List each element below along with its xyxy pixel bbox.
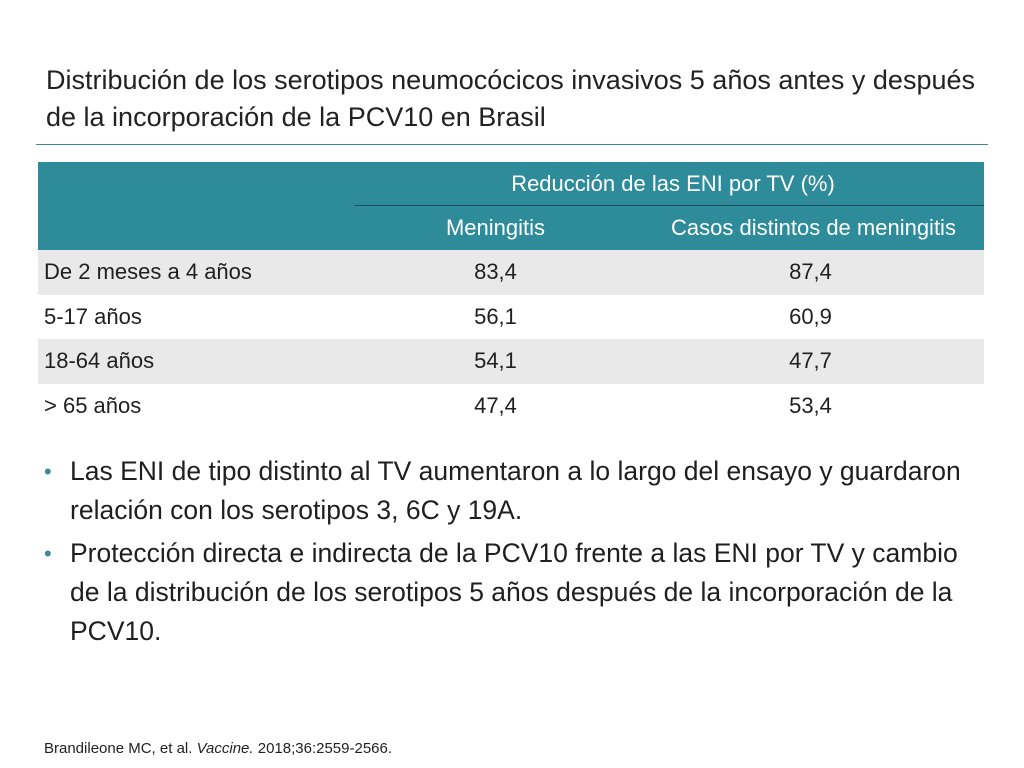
bullet-item: • Protección directa e indirecta de la P… [44, 534, 984, 651]
table-row: 5-17 años 56,1 60,9 [38, 294, 984, 339]
age-group-cell: > 65 años [38, 383, 354, 428]
header-empty-cell [38, 162, 354, 206]
non-meningitis-value: 87,4 [637, 250, 984, 295]
non-meningitis-value: 60,9 [637, 294, 984, 339]
bullet-list: • Las ENI de tipo distinto al TV aumenta… [44, 452, 984, 655]
reference-citation: Brandileone MC, et al. Vaccine. 2018;36:… [44, 740, 392, 757]
group-header: Reducción de las ENI por TV (%) [354, 162, 984, 206]
header-empty-cell [38, 205, 354, 250]
non-meningitis-value: 53,4 [637, 383, 984, 428]
meningitis-value: 56,1 [354, 294, 637, 339]
bullet-item: • Las ENI de tipo distinto al TV aumenta… [44, 452, 984, 530]
table-row: De 2 meses a 4 años 83,4 87,4 [38, 250, 984, 295]
age-group-cell: 5-17 años [38, 294, 354, 339]
bullet-text: Las ENI de tipo distinto al TV aumentaro… [70, 456, 961, 525]
column-header-meningitis: Meningitis [354, 205, 637, 250]
bullet-text: Protección directa e indirecta de la PCV… [70, 538, 958, 646]
meningitis-value: 54,1 [354, 339, 637, 384]
meningitis-value: 83,4 [354, 250, 637, 295]
age-group-cell: De 2 meses a 4 años [38, 250, 354, 295]
title-divider [36, 144, 988, 145]
bullet-dot-icon: • [44, 541, 52, 566]
table-row: 18-64 años 54,1 47,7 [38, 339, 984, 384]
age-group-cell: 18-64 años [38, 339, 354, 384]
bullet-dot-icon: • [44, 459, 52, 484]
reference-details: 2018;36:2559-2566. [253, 740, 393, 757]
reference-journal: Vaccine. [196, 740, 254, 757]
reference-authors: Brandileone MC, et al. [44, 740, 197, 757]
reduction-table: Reducción de las ENI por TV (%) Meningit… [38, 162, 984, 428]
table-row: > 65 años 47,4 53,4 [38, 383, 984, 428]
meningitis-value: 47,4 [354, 383, 637, 428]
column-header-non-meningitis: Casos distintos de meningitis [637, 205, 984, 250]
slide-title: Distribución de los serotipos neumocócic… [46, 65, 975, 132]
non-meningitis-value: 47,7 [637, 339, 984, 384]
